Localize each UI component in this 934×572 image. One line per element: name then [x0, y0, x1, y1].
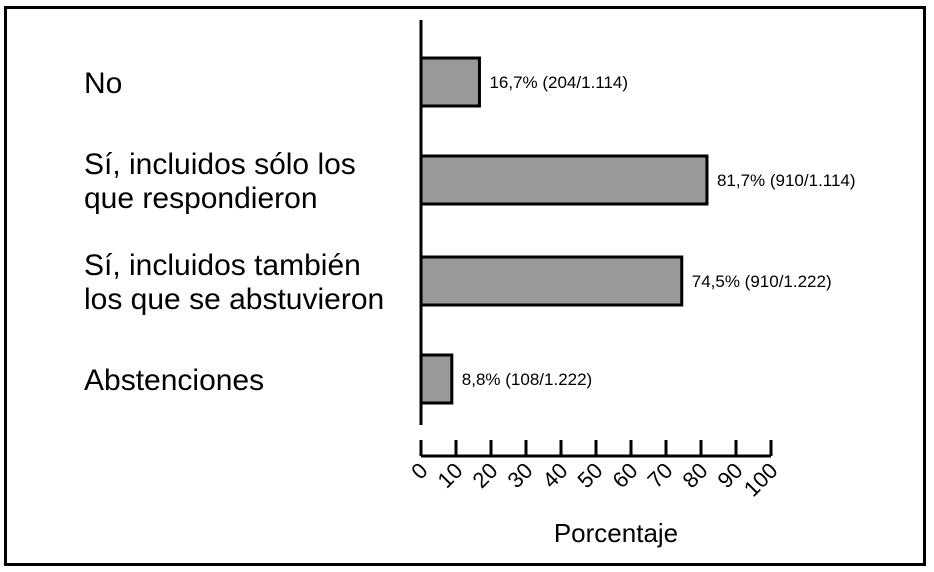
data-label-3: 8,8% (108/1.222) — [462, 370, 592, 389]
x-tick-label-6: 60 — [608, 458, 643, 493]
bar-3 — [419, 353, 454, 405]
data-label-0: 16,7% (204/1.114) — [489, 73, 628, 92]
x-tick-label-3: 30 — [503, 458, 538, 493]
category-label-3-0: Abstenciones — [84, 364, 264, 397]
x-tick-label-7: 70 — [643, 458, 678, 493]
x-tick-label-4: 40 — [538, 458, 573, 493]
bar-2 — [419, 255, 684, 307]
category-label-2-0: Sí, incluidos también — [84, 249, 361, 282]
category-label-1-1: que respondieron — [84, 182, 318, 215]
x-tick-label-1: 10 — [433, 458, 468, 493]
x-tick-label-0: 0 — [406, 458, 432, 484]
x-tick-label-10: 100 — [739, 458, 783, 502]
category-label-1-0: Sí, incluidos sólo los — [84, 148, 356, 181]
x-tick-label-2: 20 — [468, 458, 503, 493]
category-label-0-0: No — [84, 67, 122, 100]
x-tick-label-8: 80 — [678, 458, 713, 493]
bar-0 — [419, 56, 481, 108]
data-label-2: 74,5% (910/1.222) — [692, 272, 832, 291]
x-axis-title: Porcentaje — [554, 518, 678, 548]
bar-1 — [419, 154, 709, 206]
x-tick-label-5: 50 — [573, 458, 608, 493]
data-label-1: 81,7% (910/1.114) — [717, 171, 856, 190]
category-label-2-1: los que se abstuvieron — [84, 283, 384, 316]
